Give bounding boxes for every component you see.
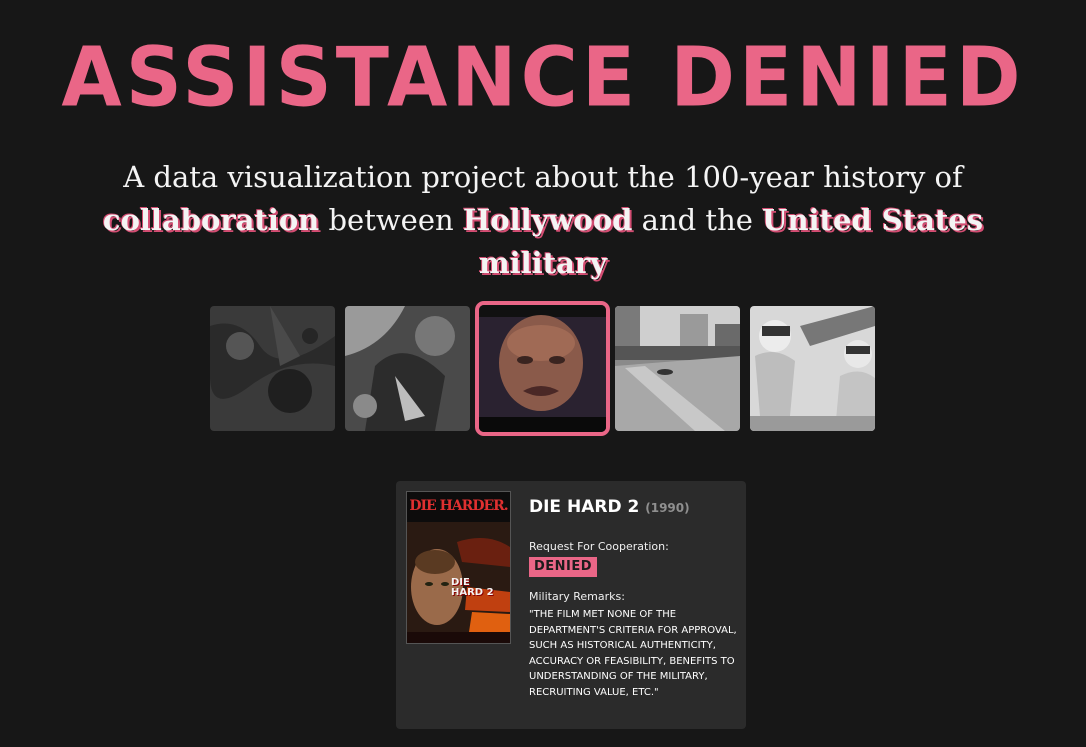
poster-title-line2: HARD 2 [451, 587, 494, 598]
subtitle-intro: A data visualization project about the 1… [123, 160, 963, 194]
subtitle-collaboration: collaboration [102, 203, 320, 237]
military-remarks: "THE FILM MET NONE OF THE DEPARTMENT'S C… [529, 609, 737, 698]
film-thumbnail-3-selected[interactable] [475, 301, 610, 436]
subtitle-and-the: and the [632, 203, 763, 237]
film-thumbnail-carousel [210, 301, 876, 436]
poster-title-line1: DIE [451, 577, 470, 588]
film-title: DIE HARD 2 [529, 497, 640, 517]
status-badge: DENIED [529, 557, 598, 577]
poster-brand-text: DIE HARDER. [409, 498, 508, 514]
request-label: Request For Cooperation: [529, 540, 669, 553]
film-thumbnail-1[interactable] [210, 306, 335, 431]
remarks-label: Military Remarks: [529, 590, 625, 603]
subtitle-hollywood: Hollywood [462, 203, 633, 237]
subtitle-military: United States military [478, 203, 984, 280]
poster-title-text: DIE HARD 2 [451, 578, 505, 598]
film-title-row: DIE HARD 2 (1990) [529, 495, 739, 520]
page-title: ASSISTANCE DENIED [61, 30, 1025, 126]
subtitle-between: between [319, 203, 463, 237]
film-thumbnail-5[interactable] [750, 306, 875, 431]
film-thumbnail-2[interactable] [345, 306, 470, 431]
film-year: (1990) [645, 501, 690, 515]
film-detail-card: DIE HARDER. DIE HARD 2 DIE HARD 2 (1990)… [396, 481, 746, 729]
subtitle: A data visualization project about the 1… [60, 156, 1026, 285]
film-thumbnail-4[interactable] [615, 306, 740, 431]
film-poster: DIE HARDER. DIE HARD 2 [406, 491, 511, 644]
film-info: DIE HARD 2 (1990) Request For Cooperatio… [529, 495, 739, 700]
